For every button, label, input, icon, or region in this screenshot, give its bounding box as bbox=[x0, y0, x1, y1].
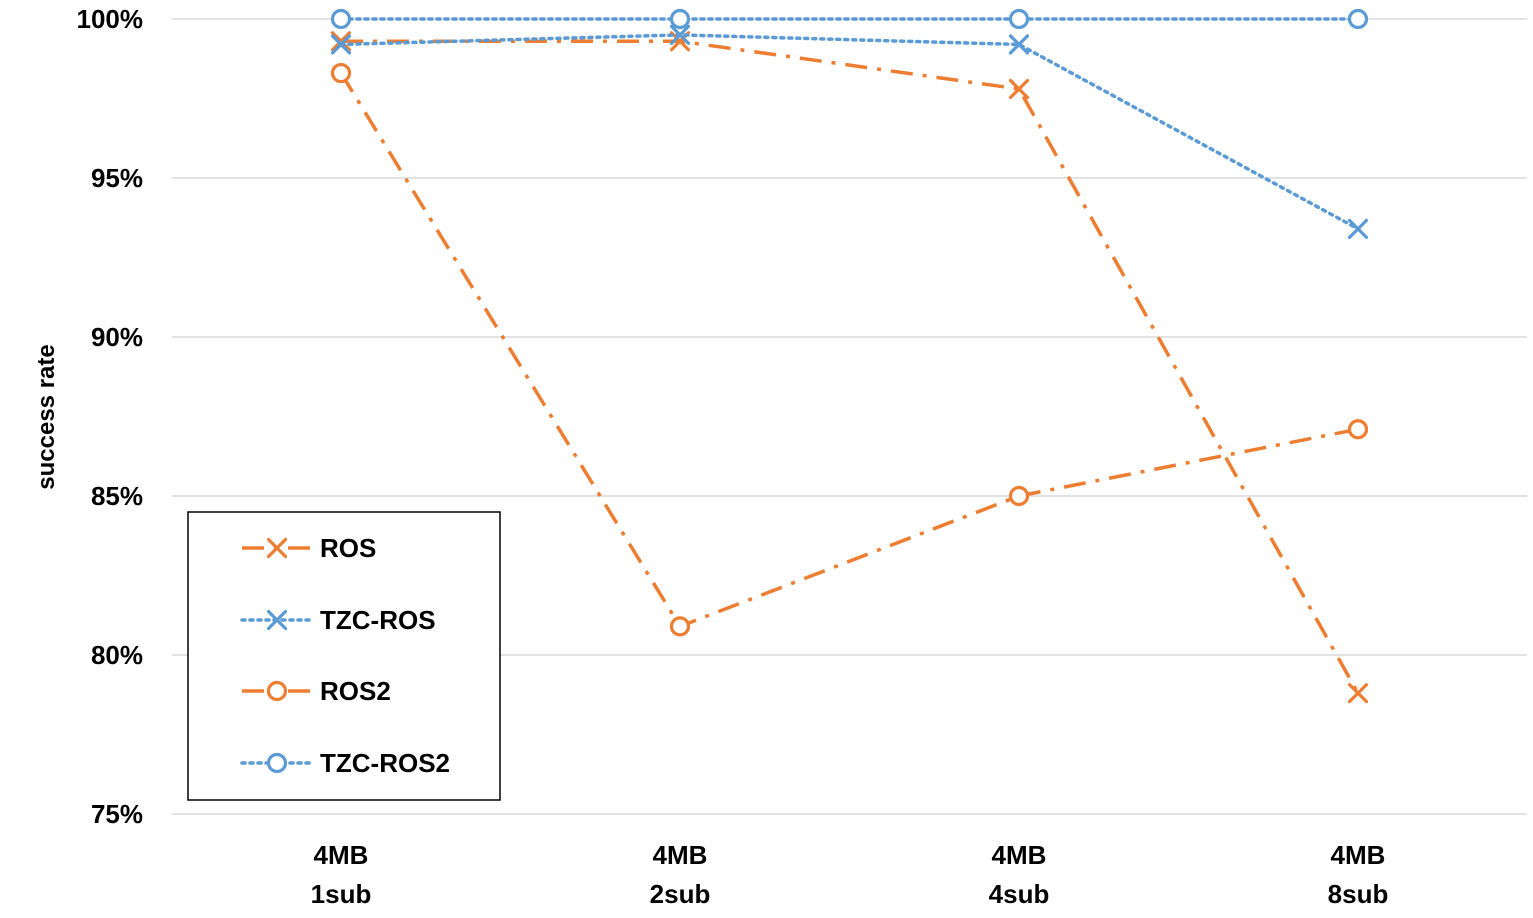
x-tick-label: 2sub bbox=[650, 879, 711, 909]
series-line-ros bbox=[341, 39, 1360, 695]
legend-label: TZC-ROS2 bbox=[320, 748, 450, 778]
legend: ROS TZC-ROS ROS2 TZC-ROS2 bbox=[187, 511, 501, 801]
series-line-tzc-ros bbox=[339, 33, 1360, 231]
data-point-tzc-ros bbox=[330, 34, 352, 55]
y-tick-label: 75% bbox=[91, 799, 143, 829]
x-tick-label: 4MB bbox=[314, 840, 369, 870]
x-axis-ticks: 4MB 1sub 4MB 2sub 4MB 4sub 4MB 8sub bbox=[311, 840, 1389, 909]
legend-entry: TZC-ROS2 bbox=[240, 748, 450, 778]
legend-entry: ROS bbox=[242, 533, 376, 563]
y-tick-label: 90% bbox=[91, 322, 143, 352]
legend-entries: ROS TZC-ROS ROS2 TZC-ROS2 bbox=[240, 533, 450, 778]
y-tick-label: 80% bbox=[91, 640, 143, 670]
x-tick-label: 1sub bbox=[311, 879, 372, 909]
legend-label: ROS2 bbox=[320, 676, 391, 706]
legend-swatch-marker bbox=[266, 680, 288, 702]
data-point-ros bbox=[330, 31, 352, 52]
data-point-tzc-ros bbox=[1347, 218, 1369, 239]
x-tick-label: 4MB bbox=[653, 840, 708, 870]
data-point-ros2 bbox=[1008, 485, 1030, 507]
y-tick-label: 95% bbox=[91, 163, 143, 193]
data-point-tzc-ros2 bbox=[1347, 8, 1369, 30]
legend-label: TZC-ROS bbox=[320, 605, 436, 635]
x-tick-label: 4MB bbox=[1331, 840, 1386, 870]
x-tick-label: 8sub bbox=[1328, 879, 1389, 909]
x-tick-label: 4sub bbox=[989, 879, 1050, 909]
legend-swatch-marker bbox=[266, 609, 288, 631]
data-point-ros2 bbox=[1347, 419, 1369, 440]
y-axis-title: success rate bbox=[33, 344, 60, 489]
legend-box bbox=[187, 511, 501, 801]
y-tick-label: 85% bbox=[91, 481, 143, 511]
legend-label: ROS bbox=[320, 533, 376, 563]
data-point-tzc-ros2 bbox=[669, 8, 691, 30]
data-point-ros2 bbox=[669, 616, 691, 637]
legend-entry: ROS2 bbox=[242, 676, 391, 706]
x-tick-label: 4MB bbox=[992, 840, 1047, 870]
data-point-ros2 bbox=[330, 62, 352, 84]
legend-entry: TZC-ROS bbox=[240, 605, 436, 635]
data-point-ros bbox=[1347, 683, 1369, 704]
series-line-ros2 bbox=[339, 72, 1359, 629]
data-point-tzc-ros2 bbox=[330, 8, 352, 30]
legend-swatch-marker bbox=[266, 752, 288, 774]
data-point-ros bbox=[1008, 78, 1030, 100]
series-lines bbox=[330, 8, 1369, 704]
legend-swatch-marker bbox=[266, 537, 288, 559]
data-point-tzc-ros bbox=[1008, 34, 1030, 55]
y-tick-label: 100% bbox=[77, 4, 144, 34]
y-axis-ticks: 75% 80% 85% 90% 95% 100% bbox=[77, 4, 144, 829]
data-point-tzc-ros2 bbox=[1008, 8, 1030, 30]
data-point-tzc-ros bbox=[669, 24, 691, 46]
